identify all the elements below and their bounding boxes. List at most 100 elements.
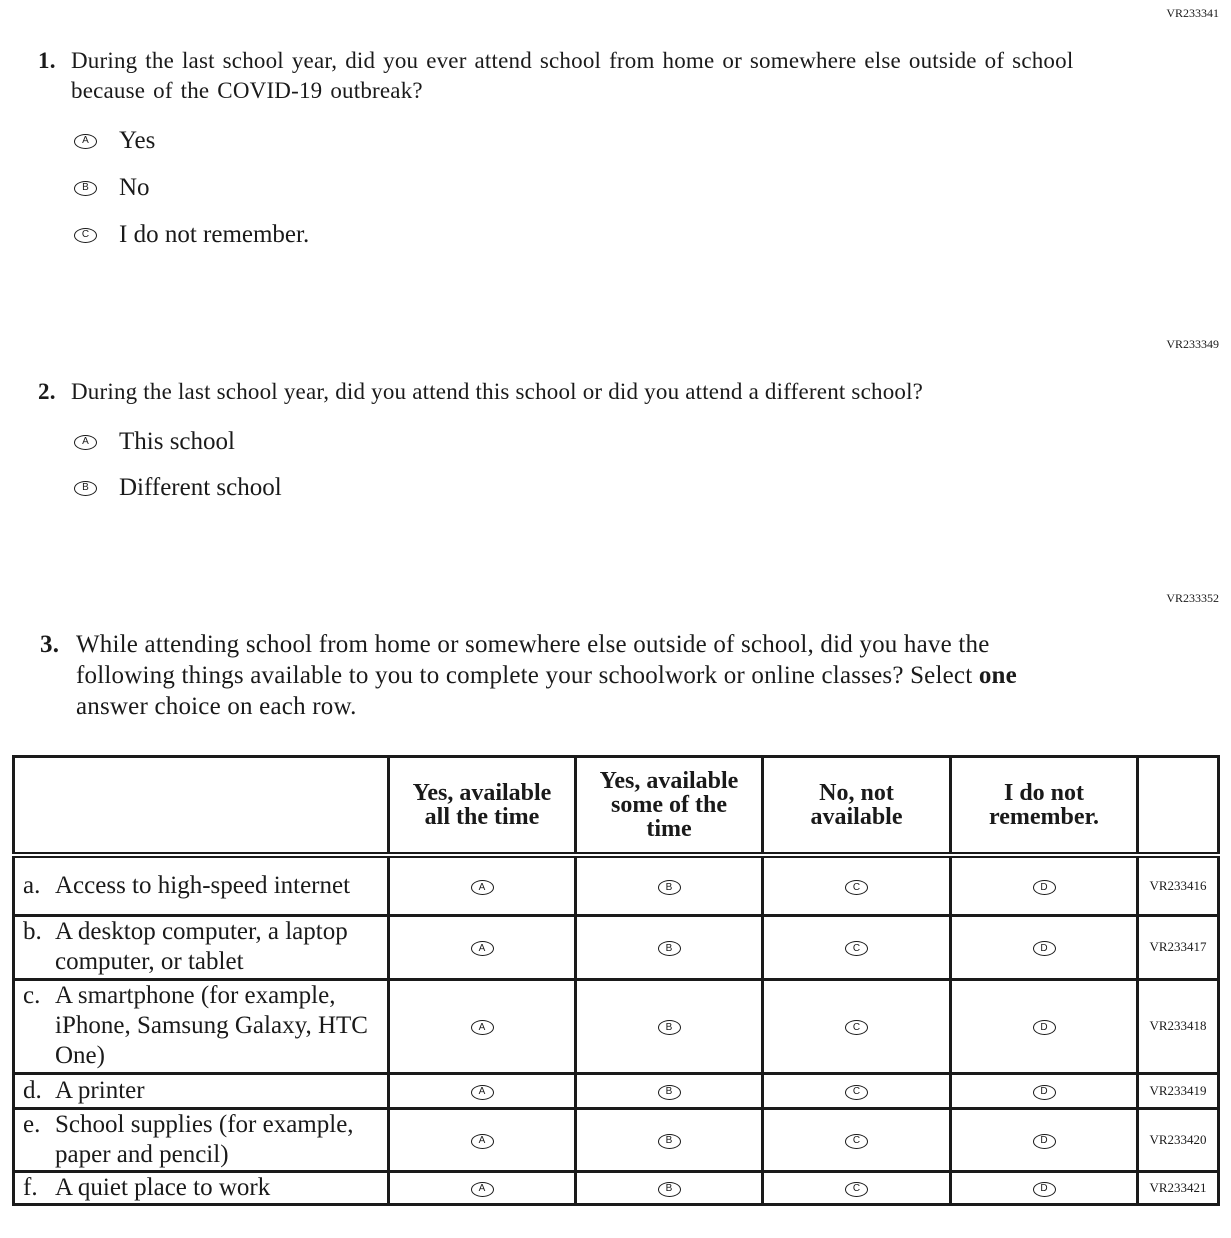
item-code: VR233349 <box>1166 337 1219 351</box>
table-row: d. A printer A B C D VR233419 <box>12 1071 1220 1110</box>
answer-cell[interactable]: D <box>949 1106 1139 1173</box>
table-row: b. A desktop computer, a laptop computer,… <box>12 913 1220 981</box>
option-label: No <box>119 174 150 201</box>
text: While attending school from home or some… <box>76 631 990 689</box>
row-letter: d. <box>23 1076 42 1104</box>
response-grid: Yes, available all the time Yes, availab… <box>12 755 1220 1206</box>
bubble-a-icon[interactable]: A <box>470 1084 494 1100</box>
option-a[interactable]: A This school <box>74 428 235 456</box>
bubble-d-icon[interactable]: D <box>1032 1133 1056 1149</box>
table-row: c. A smartphone (for example, iPhone, Sam… <box>12 977 1220 1075</box>
table-row: a. Access to high-speed internet A B C D VR233… <box>12 853 1220 917</box>
bubble-b-icon[interactable]: B <box>657 1020 681 1036</box>
bubble-c-icon[interactable]: C <box>845 941 868 957</box>
bubble-d-icon[interactable]: D <box>1032 1181 1056 1197</box>
answer-cell[interactable]: A <box>387 1071 577 1110</box>
bubble-b-icon[interactable]: B <box>657 1181 681 1197</box>
answer-cell[interactable]: D <box>949 977 1139 1075</box>
item-code: VR233420 <box>1136 1106 1220 1173</box>
row-text: A desktop computer, a laptop computer, o… <box>55 918 348 975</box>
bubble-c-icon[interactable]: C <box>845 1133 868 1149</box>
question-number: 2. <box>38 379 56 404</box>
answer-cell[interactable]: C <box>761 977 952 1075</box>
header-blank <box>12 755 390 857</box>
answer-cell[interactable]: C <box>761 1106 952 1173</box>
text: answer choice on each row. <box>76 693 357 720</box>
option-b[interactable]: B No <box>74 174 150 202</box>
bubble-b-icon[interactable]: B <box>657 941 681 957</box>
bubble-b-icon[interactable]: B <box>657 1133 681 1149</box>
option-c[interactable]: C I do not remember. <box>74 221 309 249</box>
bubble-a-icon[interactable]: A <box>470 1133 494 1149</box>
bubble-c-icon[interactable]: C <box>74 227 97 243</box>
answer-cell[interactable]: B <box>574 977 764 1075</box>
bubble-c-icon[interactable]: C <box>845 880 868 895</box>
answer-cell[interactable]: D <box>949 913 1139 981</box>
answer-cell[interactable]: D <box>949 1071 1139 1110</box>
bubble-c-icon[interactable]: C <box>845 1084 868 1100</box>
answer-cell[interactable]: C <box>761 1071 952 1110</box>
item-code: VR233341 <box>1166 6 1219 20</box>
row-text: A smartphone (for example, iPhone, Samsu… <box>55 982 368 1069</box>
answer-cell[interactable]: A <box>387 853 577 917</box>
bubble-b-icon[interactable]: B <box>657 880 681 895</box>
answer-cell[interactable]: C <box>761 853 952 917</box>
bubble-a-icon[interactable]: A <box>74 133 97 149</box>
row-letter: c. <box>23 982 41 1009</box>
option-a[interactable]: A Yes <box>74 127 155 155</box>
bubble-d-icon[interactable]: D <box>1032 1084 1056 1100</box>
option-label: Yes <box>119 127 156 154</box>
emphasis: one <box>978 662 1017 689</box>
bubble-a-icon[interactable]: A <box>470 880 494 895</box>
item-code: VR233418 <box>1136 977 1220 1075</box>
answer-cell[interactable]: D <box>949 1169 1139 1206</box>
answer-cell[interactable]: C <box>761 1169 952 1206</box>
bubble-d-icon[interactable]: D <box>1032 941 1056 957</box>
option-b[interactable]: B Different school <box>74 474 282 502</box>
row-letter: f. <box>23 1173 38 1201</box>
bubble-d-icon[interactable]: D <box>1032 880 1056 895</box>
row-label: c. A smartphone (for example, iPhone, Sam… <box>12 977 390 1075</box>
question-2: 2. During the last school year, did you … <box>38 377 1098 407</box>
answer-cell[interactable]: A <box>387 977 577 1075</box>
row-label: e. School supplies (for example, paper an… <box>12 1106 390 1173</box>
item-code: VR233419 <box>1136 1071 1220 1110</box>
answer-cell[interactable]: D <box>949 853 1139 917</box>
column-header: I do not remember. <box>949 755 1139 857</box>
bubble-d-icon[interactable]: D <box>1032 1020 1056 1036</box>
row-label: d. A printer <box>12 1071 390 1110</box>
bubble-a-icon[interactable]: A <box>74 434 97 450</box>
answer-cell[interactable]: A <box>387 913 577 981</box>
answer-cell[interactable]: B <box>574 913 764 981</box>
item-code: VR233417 <box>1136 913 1220 981</box>
item-code: VR233416 <box>1136 853 1220 917</box>
question-1: 1. During the last school year, did you … <box>38 46 1078 106</box>
row-label: b. A desktop computer, a laptop computer,… <box>12 913 390 981</box>
item-code: VR233352 <box>1166 591 1219 605</box>
option-label: This school <box>119 428 235 455</box>
answer-cell[interactable]: B <box>574 1169 764 1206</box>
answer-cell[interactable]: A <box>387 1106 577 1173</box>
bubble-b-icon[interactable]: B <box>657 1084 681 1100</box>
bubble-c-icon[interactable]: C <box>845 1020 868 1036</box>
question-number: 3. <box>40 631 60 658</box>
answer-cell[interactable]: B <box>574 1071 764 1110</box>
answer-cell[interactable]: B <box>574 853 764 917</box>
bubble-a-icon[interactable]: A <box>470 1020 494 1036</box>
answer-cell[interactable]: A <box>387 1169 577 1206</box>
bubble-c-icon[interactable]: C <box>845 1181 868 1197</box>
column-header: Yes, available some of the time <box>574 755 764 857</box>
answer-cell[interactable]: C <box>761 913 952 981</box>
bubble-a-icon[interactable]: A <box>470 1181 494 1197</box>
bubble-b-icon[interactable]: B <box>74 480 97 496</box>
row-text: Access to high-speed internet <box>55 871 351 899</box>
bubble-a-icon[interactable]: A <box>470 941 494 957</box>
table-row: f. A quiet place to work A B C D VR233421 <box>12 1169 1220 1206</box>
row-text: School supplies (for example, paper and … <box>55 1110 354 1168</box>
bubble-b-icon[interactable]: B <box>74 180 97 196</box>
answer-cell[interactable]: B <box>574 1106 764 1173</box>
question-number: 1. <box>38 48 56 73</box>
row-letter: a. <box>23 871 41 899</box>
row-text: A quiet place to work <box>55 1173 271 1201</box>
question-3: 3. While attending school from home or s… <box>40 629 1080 722</box>
